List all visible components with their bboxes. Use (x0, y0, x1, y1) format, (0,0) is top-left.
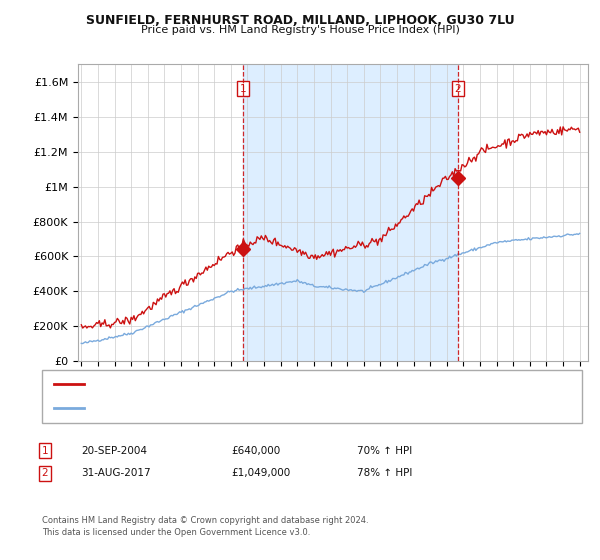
Text: 2: 2 (455, 84, 461, 94)
Text: SUNFIELD, FERNHURST ROAD, MILLAND, LIPHOOK, GU30 7LU: SUNFIELD, FERNHURST ROAD, MILLAND, LIPHO… (86, 14, 514, 27)
Text: 2: 2 (41, 468, 49, 478)
Text: £640,000: £640,000 (231, 446, 280, 456)
Text: Contains HM Land Registry data © Crown copyright and database right 2024.
This d: Contains HM Land Registry data © Crown c… (42, 516, 368, 537)
Text: Price paid vs. HM Land Registry's House Price Index (HPI): Price paid vs. HM Land Registry's House … (140, 25, 460, 35)
Text: 1: 1 (240, 84, 247, 94)
Text: 31-AUG-2017: 31-AUG-2017 (81, 468, 151, 478)
Text: SUNFIELD, FERNHURST ROAD, MILLAND, LIPHOOK, GU30 7LU (detached house): SUNFIELD, FERNHURST ROAD, MILLAND, LIPHO… (93, 380, 482, 390)
Text: 20-SEP-2004: 20-SEP-2004 (81, 446, 147, 456)
Text: 1: 1 (41, 446, 49, 456)
Text: 78% ↑ HPI: 78% ↑ HPI (357, 468, 412, 478)
Text: £1,049,000: £1,049,000 (231, 468, 290, 478)
Text: 70% ↑ HPI: 70% ↑ HPI (357, 446, 412, 456)
Bar (243, 64, 458, 361)
Text: HPI: Average price, detached house, Chichester: HPI: Average price, detached house, Chic… (93, 403, 326, 413)
